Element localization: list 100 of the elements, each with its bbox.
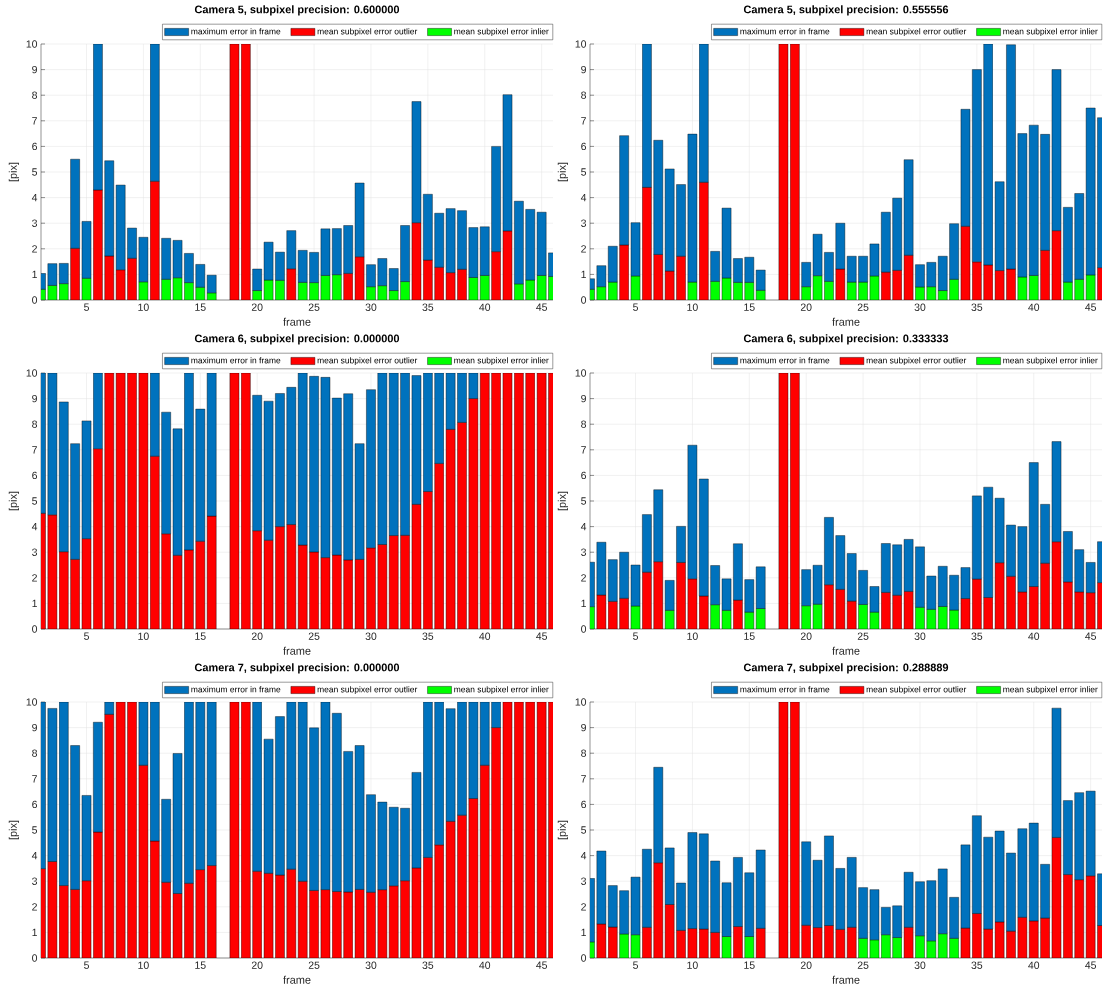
y-tick-label: 0 bbox=[32, 954, 38, 962]
x-tick-label: 45 bbox=[536, 303, 547, 311]
y-tick-label: 7 bbox=[32, 446, 37, 454]
y-tick-label: 5 bbox=[32, 168, 38, 176]
x-axis-title: frame bbox=[283, 975, 311, 984]
y-axis-title: [pix] bbox=[8, 820, 19, 840]
y-tick-label: 8 bbox=[32, 420, 38, 428]
x-tick-label: 40 bbox=[479, 961, 491, 969]
x-tick-label: 5 bbox=[633, 632, 638, 640]
x-tick-label: 10 bbox=[138, 961, 149, 969]
y-tick-label: 1 bbox=[32, 270, 37, 278]
y-tick-label: 1 bbox=[581, 599, 586, 608]
chart-title: Camera 6, subpixel precision: 0.000000 bbox=[194, 334, 400, 345]
x-tick-label: 25 bbox=[308, 303, 320, 311]
x-tick-label: 30 bbox=[914, 632, 926, 640]
x-tick-label: 15 bbox=[744, 961, 755, 969]
y-tick-label: 4 bbox=[31, 852, 38, 860]
legend-label: maximum error in frame bbox=[191, 28, 281, 35]
y-tick-label: 3 bbox=[581, 219, 587, 227]
x-axis-title: frame bbox=[283, 646, 311, 655]
chart-title: Camera 5, subpixel precision: 0.555556 bbox=[743, 5, 949, 16]
y-tick-label: 9 bbox=[32, 65, 37, 74]
legend-label: maximum error in frame bbox=[191, 686, 281, 693]
y-tick-label: 2 bbox=[32, 245, 37, 253]
y-tick-label: 4 bbox=[580, 194, 587, 202]
x-tick-label: 20 bbox=[800, 632, 812, 640]
y-tick-label: 2 bbox=[32, 903, 37, 911]
y-tick-label: 5 bbox=[32, 826, 38, 834]
y-tick-label: 7 bbox=[32, 117, 37, 125]
x-axis-title: frame bbox=[832, 975, 860, 984]
y-axis-title: [pix] bbox=[557, 162, 568, 182]
x-tick-label: 35 bbox=[422, 961, 434, 969]
x-tick-label: 15 bbox=[195, 961, 206, 969]
y-tick-label: 9 bbox=[581, 723, 586, 732]
legend-label: maximum error in frame bbox=[740, 686, 830, 693]
y-tick-label: 6 bbox=[32, 800, 38, 809]
legend-label: mean subpixel error inlier bbox=[454, 686, 549, 695]
y-tick-label: 10 bbox=[575, 369, 587, 377]
legend-label: mean subpixel error inlier bbox=[454, 28, 549, 37]
y-tick-label: 0 bbox=[581, 296, 587, 304]
y-tick-label: 6 bbox=[581, 800, 587, 809]
x-tick-label: 10 bbox=[687, 303, 698, 311]
x-tick-label: 30 bbox=[365, 961, 377, 969]
x-tick-label: 20 bbox=[800, 961, 812, 969]
x-tick-label: 5 bbox=[633, 303, 638, 311]
legend-label: mean subpixel error inlier bbox=[1003, 686, 1098, 695]
y-axis-title: [pix] bbox=[557, 491, 568, 511]
y-tick-label: 9 bbox=[32, 723, 37, 732]
x-axis-title: frame bbox=[832, 646, 860, 655]
x-tick-label: 35 bbox=[971, 961, 983, 969]
y-tick-label: 5 bbox=[581, 826, 587, 834]
chart-title: Camera 7, subpixel precision: 0.000000 bbox=[194, 663, 400, 674]
y-tick-label: 0 bbox=[32, 625, 38, 633]
x-tick-label: 25 bbox=[857, 961, 869, 969]
x-tick-label: 30 bbox=[914, 303, 926, 311]
x-tick-label: 35 bbox=[971, 303, 983, 311]
y-tick-label: 10 bbox=[26, 369, 38, 377]
y-tick-label: 6 bbox=[32, 142, 38, 151]
y-tick-label: 5 bbox=[32, 497, 38, 505]
y-tick-label: 0 bbox=[581, 954, 587, 962]
x-tick-label: 20 bbox=[251, 632, 263, 640]
y-tick-label: 5 bbox=[581, 497, 587, 505]
legend-label: mean subpixel error inlier bbox=[1003, 28, 1098, 37]
x-tick-label: 15 bbox=[195, 632, 206, 640]
x-axis-title: frame bbox=[832, 317, 860, 326]
y-tick-label: 2 bbox=[581, 903, 586, 911]
x-tick-label: 5 bbox=[633, 961, 638, 969]
x-tick-label: 35 bbox=[422, 303, 434, 311]
x-tick-label: 5 bbox=[84, 961, 89, 969]
chart-title: Camera 7, subpixel precision: 0.288889 bbox=[743, 663, 949, 674]
chart-title: Camera 5, subpixel precision: 0.600000 bbox=[194, 5, 400, 16]
legend-label: mean subpixel error outlier bbox=[317, 357, 418, 366]
y-tick-label: 10 bbox=[26, 698, 38, 706]
legend-label: mean subpixel error outlier bbox=[866, 28, 967, 37]
y-tick-label: 3 bbox=[32, 219, 38, 227]
y-tick-label: 4 bbox=[580, 852, 587, 860]
x-tick-label: 20 bbox=[800, 303, 812, 311]
legend-label: mean subpixel error outlier bbox=[866, 686, 967, 695]
y-tick-label: 10 bbox=[26, 40, 38, 48]
y-tick-label: 8 bbox=[581, 749, 587, 757]
x-tick-label: 40 bbox=[479, 303, 491, 311]
y-tick-label: 8 bbox=[581, 91, 587, 99]
x-tick-label: 40 bbox=[1028, 961, 1040, 969]
legend-label: mean subpixel error outlier bbox=[866, 357, 967, 366]
x-tick-label: 40 bbox=[1028, 303, 1040, 311]
y-tick-label: 3 bbox=[581, 877, 587, 885]
x-tick-label: 45 bbox=[536, 961, 547, 969]
legend-label: maximum error in frame bbox=[191, 357, 281, 364]
y-tick-label: 10 bbox=[575, 40, 587, 48]
x-tick-label: 35 bbox=[971, 632, 983, 640]
y-tick-label: 0 bbox=[32, 296, 38, 304]
chart-title: Camera 6, subpixel precision: 0.333333 bbox=[743, 334, 949, 345]
x-tick-label: 45 bbox=[1085, 303, 1097, 311]
y-tick-label: 1 bbox=[32, 599, 37, 608]
x-tick-label: 40 bbox=[1028, 632, 1040, 640]
y-tick-label: 0 bbox=[581, 625, 587, 633]
y-tick-label: 2 bbox=[581, 574, 586, 582]
x-tick-label: 5 bbox=[84, 632, 89, 640]
x-tick-label: 20 bbox=[251, 303, 263, 311]
legend-label: mean subpixel error inlier bbox=[1003, 357, 1098, 366]
